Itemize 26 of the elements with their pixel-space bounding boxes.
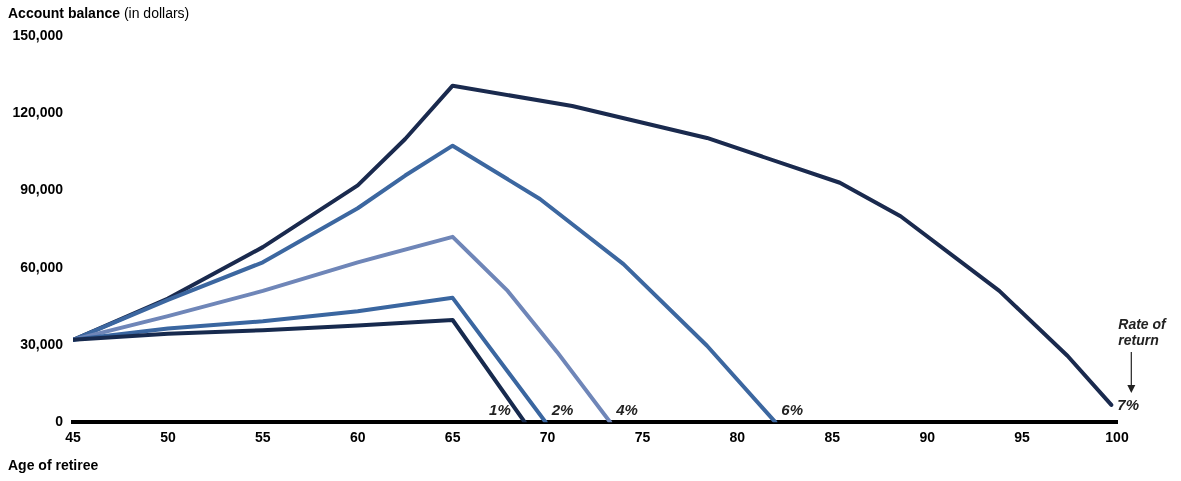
text: Rate of return (1118, 315, 1168, 348)
x-tick-label: 60 (349, 429, 366, 446)
series-label: 4% (615, 401, 638, 419)
x-tick-label: 85 (824, 429, 841, 446)
y-axis-title: Account balance (in dollars) (8, 5, 190, 21)
x-tick-label: 55 (255, 429, 271, 446)
x-tick-label: 70 (539, 429, 556, 446)
x-tick-label: 90 (919, 429, 936, 446)
x-tick-label: 95 (1014, 429, 1031, 446)
series-label: 6% (781, 401, 804, 419)
y-tick-label: 30,000 (20, 335, 64, 352)
x-tick-label: 50 (160, 429, 176, 446)
series-label: 2% (550, 401, 574, 419)
x-tick-label: 65 (444, 429, 461, 446)
y-tick-label: 120,000 (12, 104, 64, 121)
series-label: 7% (1117, 395, 1139, 413)
series-label: 1% (489, 401, 511, 419)
x-axis-title: Age of retiree (8, 457, 99, 473)
y-tick-label: 0 (55, 413, 64, 430)
y-tick-label: 150,000 (12, 26, 64, 43)
y-tick-label: 90,000 (20, 181, 64, 198)
y-tick-label: 60,000 (20, 258, 64, 275)
x-tick-label: 100 (1105, 429, 1129, 446)
x-tick-label: 75 (634, 429, 651, 446)
x-tick-label: 80 (729, 429, 746, 446)
x-tick-label: 45 (65, 429, 81, 446)
